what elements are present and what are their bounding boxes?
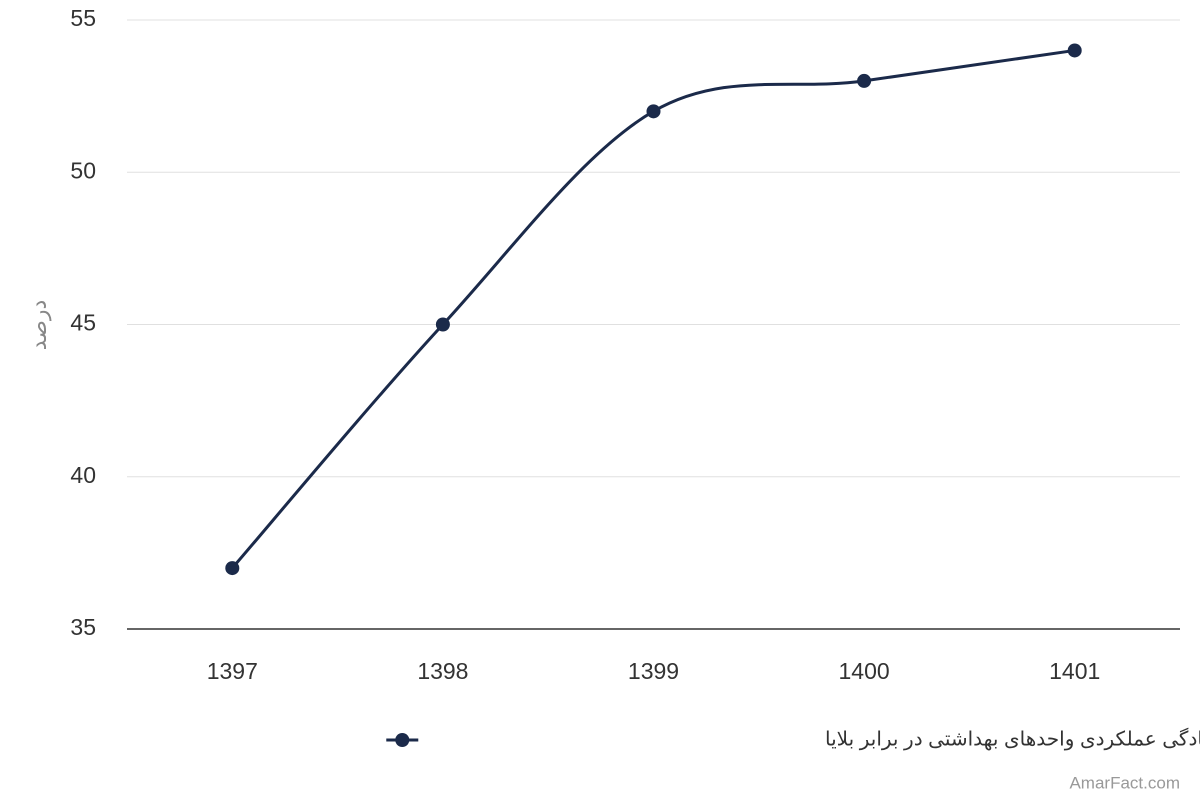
y-tick-label: 45 [70,310,96,336]
legend-label: آمادگی عملکردی واحدهای بهداشتی در برابر … [825,725,1200,750]
point [646,104,661,119]
point [857,73,872,88]
credit: AmarFact.com [1069,773,1180,792]
x-tick-label: 1397 [207,658,258,684]
x-tick-label: 1398 [417,658,468,684]
y-axis-label: درصد [26,300,51,351]
point [225,561,240,576]
x-tick-label: 1399 [628,658,679,684]
x-tick-label: 1400 [839,658,890,684]
line [231,48,1075,570]
x-tick-label: 1401 [1049,658,1100,684]
y-tick-label: 55 [70,5,96,31]
y-tick-label: 40 [70,462,96,488]
point [435,317,450,332]
point [1067,43,1082,58]
y-tick-label: 35 [70,614,96,640]
y-tick-label: 50 [70,157,96,183]
legend-marker [395,733,410,747]
